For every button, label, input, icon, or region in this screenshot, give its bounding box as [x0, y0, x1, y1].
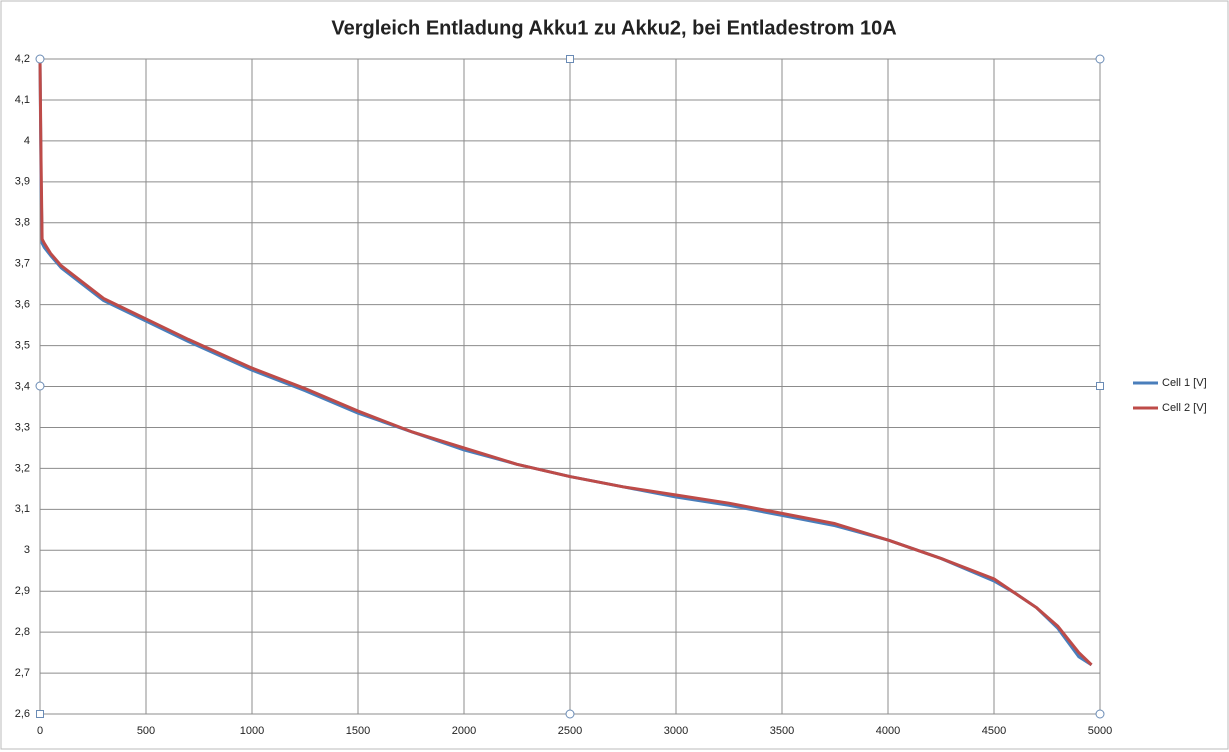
selection-handle: [566, 55, 574, 63]
y-tick-label: 3: [24, 544, 30, 556]
x-tick-label: 500: [137, 725, 155, 737]
y-tick-label: 3,1: [15, 503, 30, 515]
x-tick-label: 2000: [452, 725, 476, 737]
x-tick-label: 4500: [982, 725, 1006, 737]
y-tick-label: 3,8: [15, 217, 30, 229]
x-tick-label: 5000: [1088, 725, 1112, 737]
y-tick-label: 2,6: [15, 708, 30, 720]
series-line: [38, 58, 1093, 667]
y-tick-label: 2,7: [15, 667, 30, 679]
selection-handle: [1095, 54, 1105, 64]
y-tick-label: 3,3: [15, 421, 30, 433]
series-line: [38, 58, 1093, 666]
x-tick-label: 1500: [346, 725, 370, 737]
y-tick-label: 3,7: [15, 258, 30, 270]
y-tick-label: 2,8: [15, 626, 30, 638]
selection-handle: [1095, 709, 1105, 719]
legend-label: Cell 2 [V]: [1162, 402, 1207, 414]
y-tick-label: 3,5: [15, 339, 30, 351]
x-tick-label: 0: [37, 725, 43, 737]
selection-handle: [1096, 382, 1104, 390]
chart-title: Vergleich Entladung Akku1 zu Akku2, bei …: [331, 17, 896, 39]
y-tick-label: 2,9: [15, 585, 30, 597]
selection-handle: [35, 381, 45, 391]
y-tick-label: 3,2: [15, 462, 30, 474]
selection-handle: [35, 54, 45, 64]
legend-label: Cell 1 [V]: [1162, 377, 1207, 389]
x-tick-label: 2500: [558, 725, 582, 737]
x-tick-label: 1000: [240, 725, 264, 737]
y-tick-label: 4,1: [15, 94, 30, 106]
y-tick-label: 3,4: [15, 380, 30, 392]
x-tick-label: 3500: [770, 725, 794, 737]
x-tick-label: 3000: [664, 725, 688, 737]
y-tick-label: 4,2: [15, 53, 30, 65]
selection-handle: [565, 709, 575, 719]
y-tick-label: 4: [24, 135, 30, 147]
selection-handle: [36, 710, 44, 718]
y-tick-label: 3,9: [15, 176, 30, 188]
x-tick-label: 4000: [876, 725, 900, 737]
y-tick-label: 3,6: [15, 299, 30, 311]
